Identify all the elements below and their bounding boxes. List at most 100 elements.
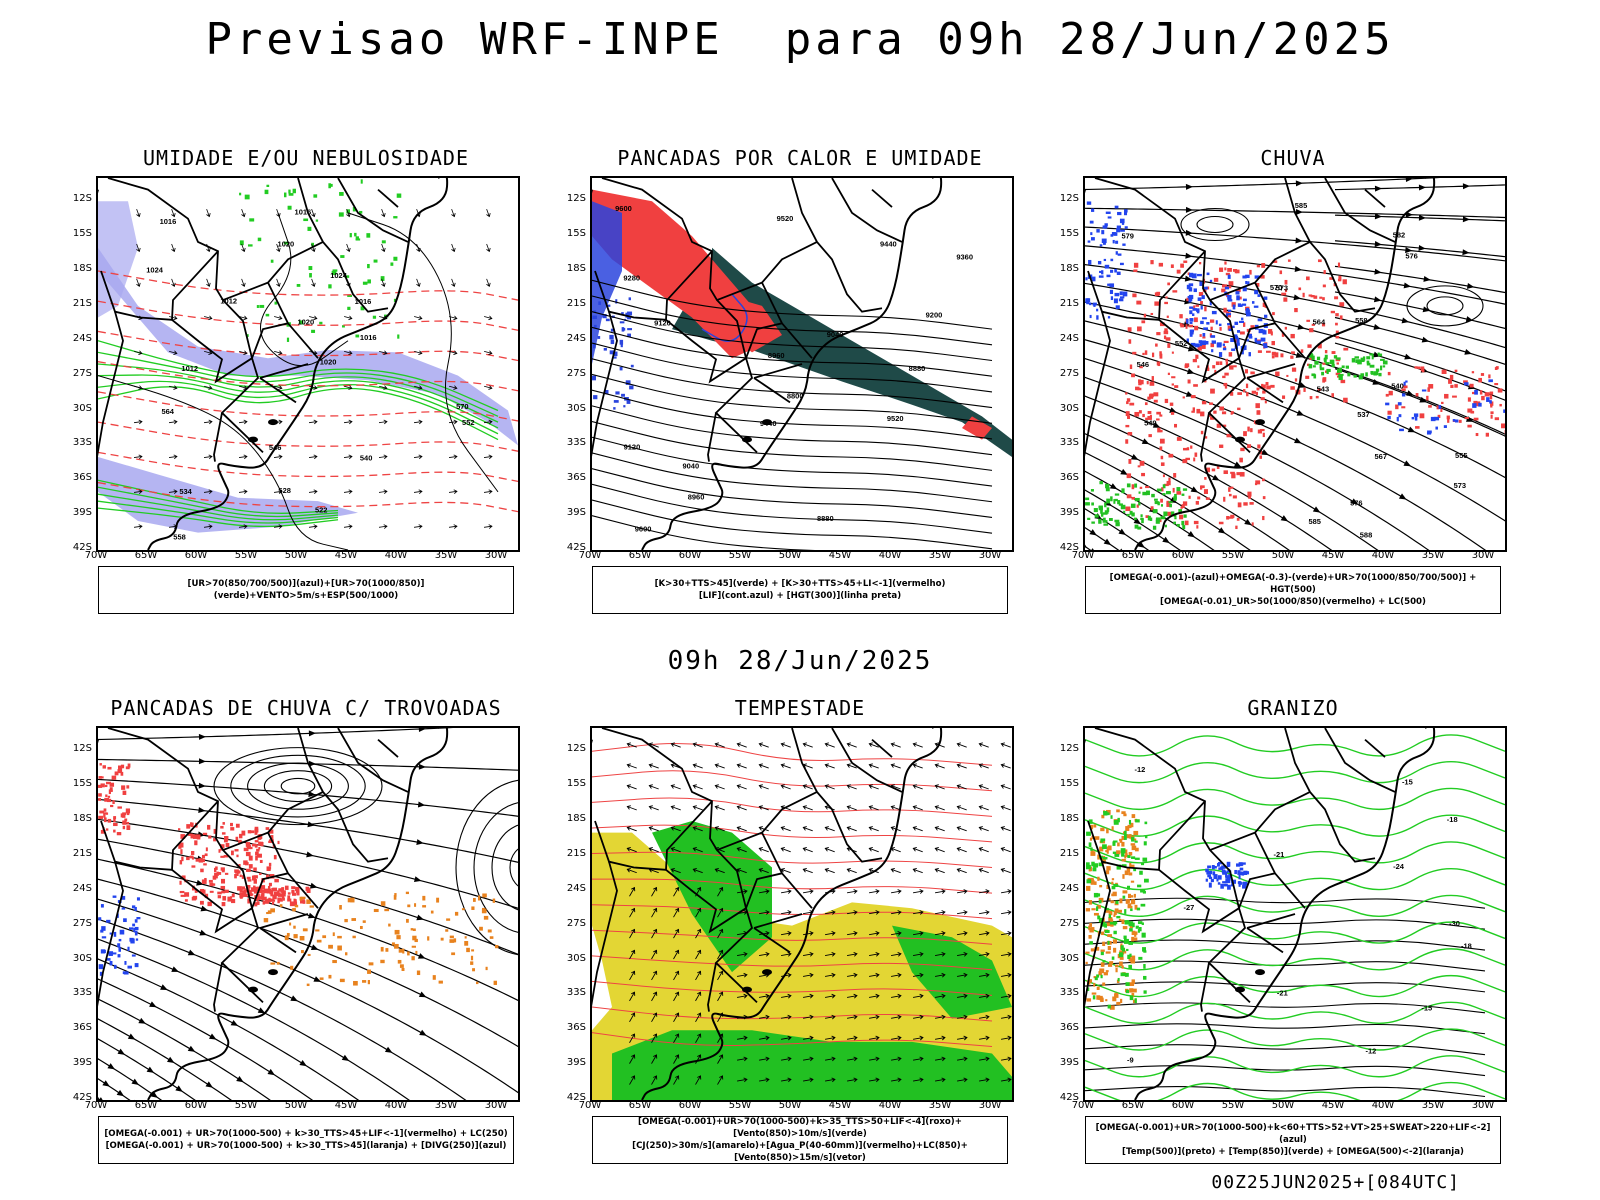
contour-label: 522 bbox=[315, 505, 328, 514]
longitude-label: 50W bbox=[1271, 550, 1295, 561]
longitude-label: 40W bbox=[384, 550, 408, 561]
field-layer: 9600 9520 9440 9360 9280 9200 9120 9040 8960 8880… bbox=[592, 189, 1012, 550]
contour-label: 9600 bbox=[635, 524, 652, 533]
longitude-label: 55W bbox=[1221, 1100, 1245, 1111]
longitude-label: 70W bbox=[84, 1100, 108, 1111]
longitude-label: 60W bbox=[678, 550, 702, 561]
latitude-label: 15S bbox=[566, 228, 586, 240]
field-layer bbox=[98, 728, 518, 1100]
longitude-label: 35W bbox=[928, 550, 952, 561]
latitude-label: 15S bbox=[566, 778, 586, 790]
legend-line: [OMEGA(-0.001) + UR>70(1000-500) + k>30_… bbox=[104, 1129, 508, 1139]
contour-label: 1012 bbox=[220, 297, 237, 306]
contour-label: 564 bbox=[1313, 318, 1326, 327]
latitude-label: 18S bbox=[566, 813, 586, 824]
latitude-label: 12S bbox=[1059, 193, 1079, 205]
panel-title: TEMPESTADE bbox=[734, 696, 866, 720]
contour-label: 540 bbox=[360, 454, 373, 463]
latitude-label: 30S bbox=[72, 952, 92, 964]
panel-legend: [K>30+TTS>45](verde) + [K>30+TTS>45+LI<-… bbox=[592, 566, 1008, 614]
field-layer: -12 -15 -18 -21 -24 -27 -30 -18 -21 -15 -12 -9 bbox=[1085, 734, 1505, 1100]
contour-label: 558 bbox=[173, 532, 186, 541]
longitude-label: 45W bbox=[1321, 1100, 1345, 1111]
contour-label: 567 bbox=[1375, 452, 1388, 461]
panel-title: PANCADAS POR CALOR E UMIDADE bbox=[617, 146, 983, 170]
contour-label: -24 bbox=[1393, 862, 1405, 871]
longitude-label: 35W bbox=[1421, 1100, 1445, 1111]
mid-date: 09h 28/Jun/2025 bbox=[667, 646, 933, 676]
map-boundaries bbox=[1085, 728, 1436, 1100]
legend-line: [Temp(500)](preto) + [Temp(850)](verde) … bbox=[1122, 1147, 1464, 1157]
longitude-label: 70W bbox=[578, 1100, 602, 1111]
contour-label: -18 bbox=[1461, 942, 1472, 951]
latitude-label: 27S bbox=[1059, 367, 1079, 379]
contour-label: 8880 bbox=[909, 364, 926, 373]
latitude-label: 30S bbox=[566, 402, 586, 414]
longitude-label: 45W bbox=[828, 550, 852, 561]
contour-label: -15 bbox=[1421, 1003, 1432, 1012]
latitude-label: 21S bbox=[566, 297, 586, 309]
longitude-label: 30W bbox=[978, 550, 1002, 561]
latitude-label: 18S bbox=[1059, 263, 1079, 274]
panel-legend: [OMEGA(-0.001)-(azul)+OMEGA(-0.3)-(verde… bbox=[1085, 566, 1501, 614]
latitude-label: 21S bbox=[72, 297, 92, 309]
panel-title: GRANIZO bbox=[1247, 696, 1339, 720]
contour-label: 585 bbox=[1308, 517, 1321, 526]
panel-title: CHUVA bbox=[1260, 146, 1326, 170]
longitude-label: 45W bbox=[828, 1100, 852, 1111]
latitude-label: 27S bbox=[566, 367, 586, 379]
main-title: Previsao WRF-INPE para 09h 28/Jun/2025 bbox=[205, 14, 1395, 65]
longitude-label: 65W bbox=[134, 550, 158, 561]
latitude-label: 42S bbox=[1059, 542, 1079, 553]
longitude-label: 55W bbox=[728, 1100, 752, 1111]
contour-label: 549 bbox=[1144, 418, 1157, 427]
latitude-label: 27S bbox=[72, 367, 92, 379]
contour-label: 585 bbox=[1295, 201, 1308, 210]
legend-line: [CJ(250)>30m/s](amarelo)+[Agua_P(40-60mm… bbox=[632, 1141, 968, 1163]
contour-label: 552 bbox=[1175, 339, 1188, 348]
latitude-label: 18S bbox=[566, 263, 586, 274]
latitude-label: 36S bbox=[1059, 472, 1079, 484]
legend-line: [UR>70(850/700/500)](azul)+[UR>70(1000/8… bbox=[187, 579, 425, 601]
latitude-label: 33S bbox=[72, 987, 92, 999]
longitude-label: 65W bbox=[134, 1100, 158, 1111]
contour-label: 552 bbox=[462, 418, 475, 427]
longitude-label: 45W bbox=[1321, 550, 1345, 561]
contour-label: 8880 bbox=[817, 514, 834, 523]
map-panel: 585 582 579 576 573 570 564 558 552 546 540 543 537 5… bbox=[1083, 176, 1507, 552]
latitude-label: 18S bbox=[72, 813, 92, 824]
latitude-label: 12S bbox=[1059, 743, 1079, 755]
contour-label: 9120 bbox=[624, 442, 641, 451]
latitude-label: 12S bbox=[566, 743, 586, 755]
latitude-label: 36S bbox=[566, 1022, 586, 1034]
contour-label: 582 bbox=[1393, 231, 1406, 240]
contour-label: 8800 bbox=[787, 391, 804, 400]
panel-legend: [OMEGA(-0.001)+UR>70(1000-500)+k>35_TTS>… bbox=[592, 1116, 1008, 1164]
longitude-label: 35W bbox=[928, 1100, 952, 1111]
contour-label: 588 bbox=[1360, 530, 1373, 539]
longitude-label: 55W bbox=[234, 1100, 258, 1111]
contour-label: 540 bbox=[1391, 381, 1404, 390]
latitude-label: 39S bbox=[1059, 1057, 1079, 1069]
contour-label: -18 bbox=[1447, 815, 1458, 824]
latitude-label: 39S bbox=[566, 1057, 586, 1069]
map-boundaries bbox=[592, 178, 943, 550]
contour-label: 9520 bbox=[887, 414, 904, 423]
contour-label: 528 bbox=[278, 486, 291, 495]
contour-label: 1016 bbox=[360, 333, 377, 342]
map-boundaries bbox=[98, 178, 449, 550]
contour-label: 9280 bbox=[623, 273, 640, 282]
panel-title: UMIDADE E/OU NEBULOSIDADE bbox=[142, 146, 470, 170]
legend-line: [OMEGA(-0.01)_UR>50(1000/850)(vermelho) … bbox=[1160, 597, 1426, 607]
legend-line: [OMEGA(-0.001)-(azul)+OMEGA(-0.3)-(verde… bbox=[1109, 573, 1477, 595]
legend-line: [OMEGA(-0.001) + UR>70(1000-500) + k>30_… bbox=[105, 1141, 507, 1151]
contour-label: 9040 bbox=[682, 462, 699, 471]
contour-label: 537 bbox=[1357, 410, 1370, 419]
latitude-label: 27S bbox=[72, 917, 92, 929]
latitude-label: 15S bbox=[72, 778, 92, 790]
contour-label: 546 bbox=[1137, 360, 1150, 369]
map-boundaries bbox=[592, 728, 943, 1100]
latitude-label: 33S bbox=[566, 987, 586, 999]
latitude-label: 24S bbox=[1059, 882, 1079, 894]
latitude-label: 18S bbox=[72, 263, 92, 274]
